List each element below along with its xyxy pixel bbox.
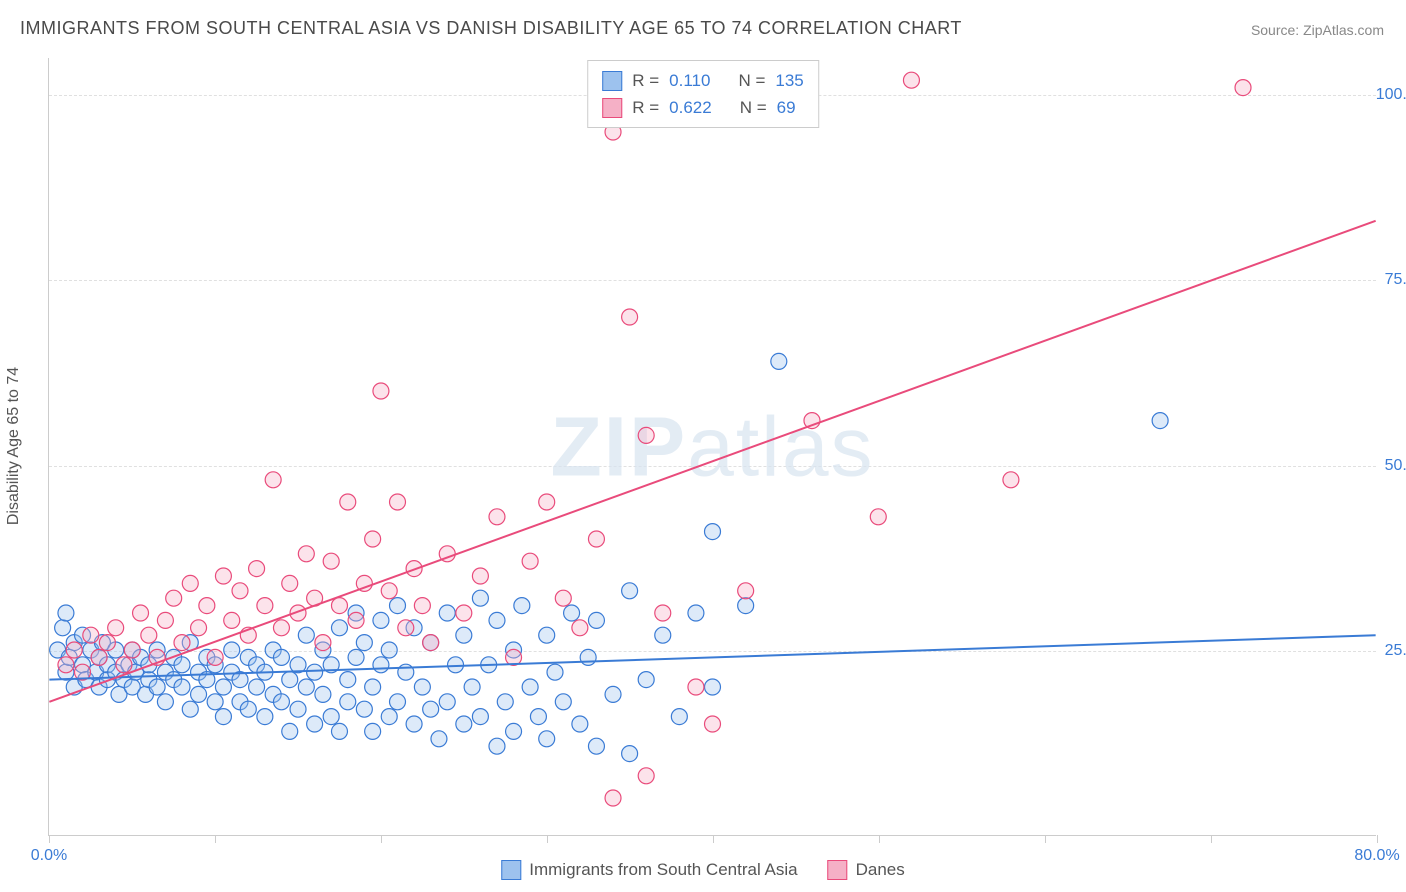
y-tick-label: 50.0% xyxy=(1385,457,1406,475)
legend-row-series2: R = 0.622 N = 69 xyxy=(602,94,804,121)
r-label: R = xyxy=(632,94,659,121)
r-label: R = xyxy=(632,67,659,94)
legend-bottom: Immigrants from South Central Asia Danes xyxy=(501,860,904,880)
y-tick-label: 100.0% xyxy=(1376,86,1406,104)
legend-row-series1: R = 0.110 N = 135 xyxy=(602,67,804,94)
x-tick-label: 0.0% xyxy=(31,847,67,865)
series2-label: Danes xyxy=(856,860,905,880)
chart-title: IMMIGRANTS FROM SOUTH CENTRAL ASIA VS DA… xyxy=(20,18,962,39)
n-label: N = xyxy=(738,67,765,94)
legend-correlation-box: R = 0.110 N = 135 R = 0.622 N = 69 xyxy=(587,60,819,128)
n-label: N = xyxy=(740,94,767,121)
y-axis-label: Disability Age 65 to 74 xyxy=(5,367,23,525)
n-value-series2: 69 xyxy=(777,94,796,121)
swatch-series2 xyxy=(602,98,622,118)
legend-item-series1: Immigrants from South Central Asia xyxy=(501,860,797,880)
n-value-series1: 135 xyxy=(775,67,803,94)
plot-area: ZIPatlas 25.0%50.0%75.0%100.0%0.0%80.0% xyxy=(48,58,1376,836)
r-value-series2: 0.622 xyxy=(669,94,712,121)
y-tick-label: 75.0% xyxy=(1385,271,1406,289)
swatch-series2 xyxy=(828,860,848,880)
chart-svg xyxy=(49,58,1376,835)
x-tick-label: 80.0% xyxy=(1354,847,1399,865)
series1-label: Immigrants from South Central Asia xyxy=(529,860,797,880)
y-tick-label: 25.0% xyxy=(1385,642,1406,660)
swatch-series1 xyxy=(501,860,521,880)
swatch-series1 xyxy=(602,71,622,91)
r-value-series1: 0.110 xyxy=(669,67,710,94)
legend-item-series2: Danes xyxy=(828,860,905,880)
source-attribution: Source: ZipAtlas.com xyxy=(1251,22,1384,38)
